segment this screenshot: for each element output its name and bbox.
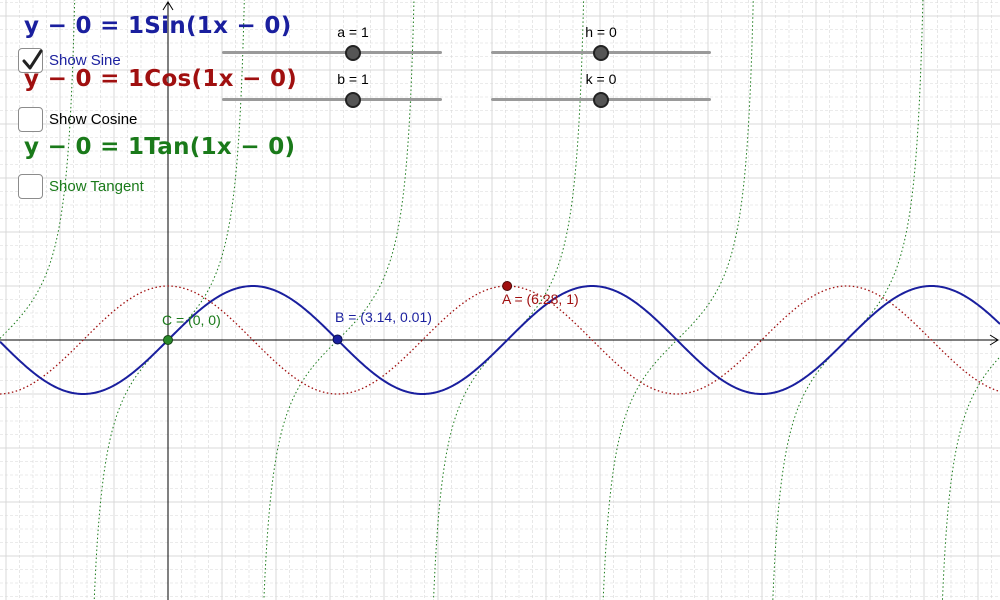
slider-b-track[interactable] [222,98,442,101]
slider-k-label: k = 0 [585,71,617,87]
x-axis-arrow [989,334,999,346]
slider-k-handle[interactable] [593,92,609,108]
slider-b-label: b = 1 [337,71,369,87]
point-a[interactable] [502,281,513,291]
slider-a-handle[interactable] [345,45,361,61]
show-tangent-checkbox[interactable] [18,173,43,199]
point-c[interactable] [163,335,173,345]
y-axis-arrow [162,1,174,11]
slider-a-track[interactable] [222,51,442,54]
show-sine-checkbox-row[interactable]: Show Sine [18,46,121,74]
show-tangent-checkbox-row[interactable]: Show Tangent [18,172,144,200]
cosine-equation: y − 0 = 1Cos(1x − 0) [24,66,298,92]
point-b[interactable] [332,334,343,345]
cosine-curve [0,285,1000,395]
tangent-equation: y − 0 = 1Tan(1x − 0) [24,134,296,160]
checkmark-icon [22,49,43,69]
point-c-label: C = (0, 0) [162,312,221,328]
slider-h-label: h = 0 [585,24,617,40]
slider-a-label: a = 1 [337,24,369,40]
show-sine-label[interactable]: Show Sine [49,51,121,69]
point-a-label: A = (6.28, 1) [502,291,579,307]
show-cosine-checkbox-row[interactable]: Show Cosine [18,105,137,133]
slider-h-handle[interactable] [593,45,609,61]
show-tangent-label[interactable]: Show Tangent [49,177,144,195]
point-b-label: B = (3.14, 0.01) [335,309,432,325]
show-sine-checkbox[interactable] [18,47,43,73]
sine-equation: y − 0 = 1Sin(1x − 0) [24,13,292,39]
show-cosine-checkbox[interactable] [18,106,43,132]
show-cosine-label[interactable]: Show Cosine [49,110,138,128]
slider-b-handle[interactable] [345,92,361,108]
